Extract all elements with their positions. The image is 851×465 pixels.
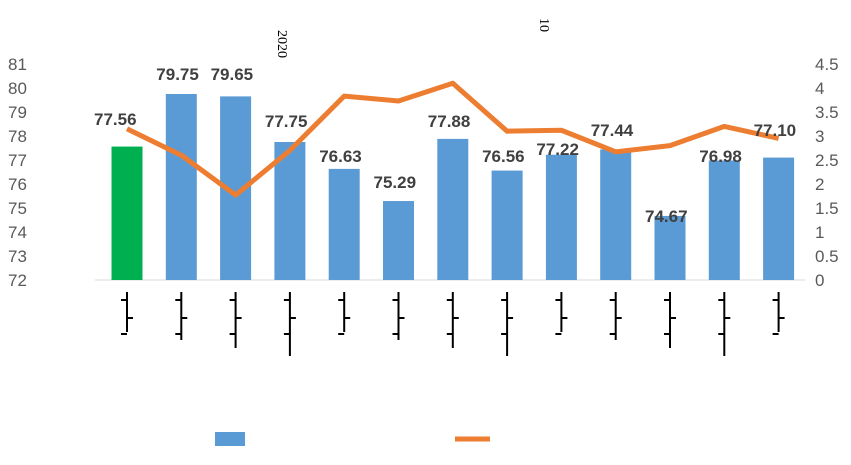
data-label: 74.67 bbox=[645, 207, 688, 226]
category-label-script bbox=[175, 292, 188, 340]
data-label: 77.44 bbox=[591, 121, 634, 140]
title-fragment: 10 bbox=[536, 18, 551, 32]
bar bbox=[383, 201, 414, 280]
data-label: 77.22 bbox=[536, 140, 579, 159]
data-label: 77.75 bbox=[265, 112, 308, 131]
bar bbox=[708, 160, 740, 280]
category-label-script bbox=[664, 292, 676, 348]
bar bbox=[274, 142, 306, 280]
data-label: 76.63 bbox=[319, 147, 362, 166]
category-label-script bbox=[501, 292, 514, 356]
left-axis-tick: 77 bbox=[8, 151, 27, 170]
right-axis-tick: 0.5 bbox=[815, 247, 839, 266]
right-axis-tick: 3.5 bbox=[815, 103, 839, 122]
right-axis-tick: 0 bbox=[815, 271, 824, 290]
right-axis-tick: 4.5 bbox=[815, 55, 839, 74]
data-label: 76.56 bbox=[482, 147, 525, 166]
right-axis-tick: 4 bbox=[815, 79, 824, 98]
bar bbox=[654, 215, 686, 280]
right-axis-tick: 1 bbox=[815, 223, 824, 242]
category-label-script bbox=[229, 292, 242, 348]
data-label: 79.65 bbox=[211, 65, 254, 84]
category-label-script bbox=[718, 292, 731, 356]
left-axis-tick: 75 bbox=[8, 199, 27, 218]
bar bbox=[491, 170, 523, 280]
bar bbox=[763, 157, 795, 280]
category-label-script bbox=[338, 292, 351, 335]
left-axis-tick: 79 bbox=[8, 103, 27, 122]
left-axis-tick: 74 bbox=[8, 223, 27, 242]
category-label-script bbox=[446, 292, 459, 348]
left-axis-tick: 72 bbox=[8, 271, 27, 290]
data-label: 77.56 bbox=[94, 110, 137, 129]
right-axis-tick: 3 bbox=[815, 127, 824, 146]
data-label: 77.10 bbox=[754, 121, 797, 140]
category-label-script bbox=[121, 292, 133, 335]
category-label-script bbox=[772, 292, 785, 335]
category-label-script bbox=[283, 292, 296, 356]
bar bbox=[545, 154, 577, 280]
title-fragment: 2020 bbox=[274, 30, 289, 58]
left-axis-tick: 80 bbox=[8, 79, 27, 98]
category-label-script bbox=[555, 292, 568, 335]
left-axis-tick: 81 bbox=[8, 55, 27, 74]
category-label-script bbox=[392, 292, 405, 340]
bar bbox=[437, 138, 469, 280]
bar bbox=[328, 168, 360, 280]
bar bbox=[600, 149, 632, 280]
left-axis-tick: 78 bbox=[8, 127, 27, 146]
right-axis-tick: 1.5 bbox=[815, 199, 839, 218]
data-label: 75.29 bbox=[374, 173, 417, 192]
data-label: 79.75 bbox=[156, 65, 199, 84]
right-axis-tick: 2.5 bbox=[815, 151, 839, 170]
left-axis-tick: 73 bbox=[8, 247, 27, 266]
data-label: 77.88 bbox=[428, 112, 471, 131]
right-axis-tick: 2 bbox=[815, 175, 824, 194]
bar bbox=[165, 94, 197, 280]
bar bbox=[111, 146, 143, 280]
data-label: 76.98 bbox=[699, 147, 742, 166]
left-axis-tick: 76 bbox=[8, 175, 27, 194]
legend-bar-swatch bbox=[215, 432, 245, 446]
category-label-script bbox=[609, 292, 622, 340]
